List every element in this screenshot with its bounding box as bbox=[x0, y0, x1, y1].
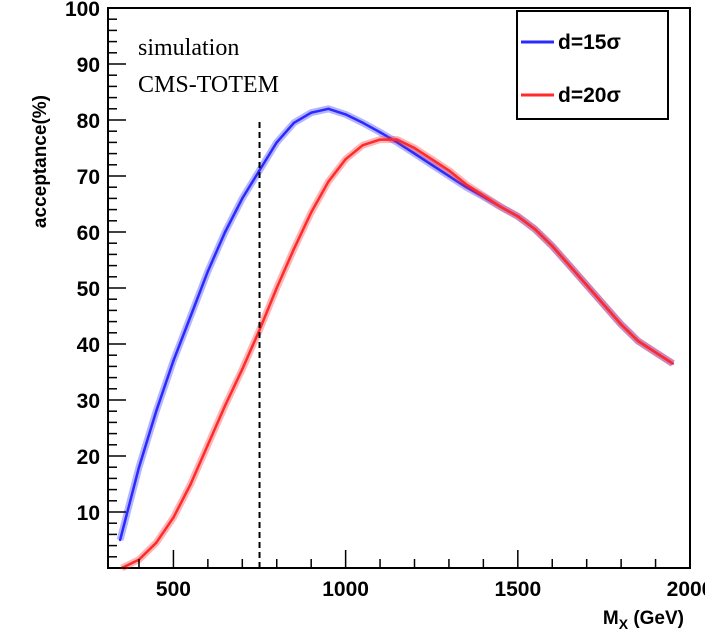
data-point-d20 bbox=[516, 215, 520, 218]
x-axis-title-unit: (GeV) bbox=[628, 608, 684, 629]
data-point-d15 bbox=[206, 270, 210, 273]
y-tick-label: 70 bbox=[77, 166, 100, 189]
data-point-d20 bbox=[413, 146, 416, 150]
legend-label-d15: d=15σ bbox=[558, 31, 621, 54]
data-point-d15 bbox=[361, 121, 365, 125]
data-point-d20 bbox=[482, 194, 485, 197]
data-point-d15 bbox=[447, 174, 451, 178]
data-point-d20 bbox=[568, 264, 571, 267]
y-tick-label: 40 bbox=[77, 334, 100, 357]
data-point-d15 bbox=[309, 111, 313, 114]
data-point-d15 bbox=[241, 197, 244, 200]
data-point-d20 bbox=[602, 303, 606, 306]
data-point-d20 bbox=[619, 323, 623, 326]
legend-label-d20: d=20σ bbox=[558, 84, 621, 107]
data-point-d20 bbox=[430, 158, 433, 161]
data-point-d20 bbox=[464, 183, 468, 186]
data-point-d20 bbox=[551, 244, 554, 248]
series-line-d15 bbox=[118, 107, 674, 541]
x-tick-label: 2000 bbox=[667, 578, 705, 601]
y-tick-label: 60 bbox=[77, 222, 100, 245]
data-point-d20 bbox=[292, 247, 296, 250]
data-point-d20 bbox=[533, 228, 537, 231]
x-tick-label: 500 bbox=[156, 578, 191, 601]
data-point-d20 bbox=[344, 158, 347, 161]
data-point-d20 bbox=[499, 205, 502, 208]
series-layer bbox=[116, 105, 675, 572]
x-axis-title-main: M bbox=[603, 608, 619, 629]
y-tick-label: 80 bbox=[77, 110, 100, 133]
data-point-d20 bbox=[223, 404, 227, 407]
series-band-d20 bbox=[120, 136, 675, 572]
data-point-d20 bbox=[361, 144, 365, 147]
data-point-d15 bbox=[118, 538, 122, 542]
series-band-d15 bbox=[116, 105, 675, 541]
data-point-d15 bbox=[223, 230, 227, 234]
plot-area bbox=[107, 7, 691, 572]
data-point-d20 bbox=[378, 138, 382, 141]
y-tick-label: 50 bbox=[77, 278, 100, 301]
data-point-d20 bbox=[585, 284, 588, 287]
data-point-d15 bbox=[430, 163, 433, 166]
tick-labels: 500 1000 1500 2000 10 20 30 40 50 60 70 80 90 100 bbox=[65, 0, 705, 601]
data-point-d15 bbox=[258, 169, 261, 172]
ticks-layer bbox=[108, 7, 691, 569]
legend: d=15σ d=20σ bbox=[516, 10, 669, 120]
data-point-d20 bbox=[396, 138, 399, 141]
data-point-d15 bbox=[344, 113, 347, 116]
data-point-d15 bbox=[292, 121, 296, 125]
data-point-d15 bbox=[137, 466, 141, 469]
data-point-d15 bbox=[327, 107, 330, 111]
y-tick-label: 90 bbox=[77, 54, 100, 77]
annotation-simulation: simulation bbox=[138, 35, 239, 61]
series-line-d20 bbox=[121, 138, 674, 570]
data-point-d20 bbox=[327, 180, 330, 183]
data-point-d20 bbox=[258, 328, 261, 332]
data-point-d20 bbox=[275, 286, 278, 290]
data-point-d20 bbox=[309, 211, 313, 214]
data-point-d15 bbox=[189, 314, 192, 318]
x-tick-label: 1000 bbox=[322, 578, 369, 601]
data-point-d15 bbox=[172, 359, 175, 362]
data-point-d20 bbox=[447, 169, 451, 172]
y-tick-label: 20 bbox=[77, 446, 100, 469]
data-point-d15 bbox=[464, 186, 468, 189]
data-point-d15 bbox=[396, 141, 399, 144]
y-tick-label: 10 bbox=[77, 502, 100, 525]
x-axis-title: MX (GeV) bbox=[603, 608, 684, 632]
x-axis-title-sub: X bbox=[619, 616, 629, 632]
data-point-d20 bbox=[671, 362, 674, 365]
data-point-d20 bbox=[155, 541, 158, 544]
y-axis-title: acceptance(%) bbox=[30, 95, 51, 228]
y-tick-label: 30 bbox=[77, 390, 100, 413]
data-point-d20 bbox=[654, 351, 657, 354]
data-point-d15 bbox=[155, 410, 158, 413]
data-point-d20 bbox=[172, 516, 175, 519]
data-point-d15 bbox=[378, 131, 382, 134]
data-point-d20 bbox=[637, 340, 640, 343]
y-tick-label: 100 bbox=[65, 0, 100, 21]
data-point-d15 bbox=[275, 141, 278, 144]
data-point-d20 bbox=[189, 482, 192, 486]
annotation-cms-totem: CMS-TOTEM bbox=[138, 72, 279, 98]
legend-box bbox=[516, 10, 669, 120]
data-point-d20 bbox=[241, 368, 244, 371]
data-point-d20 bbox=[206, 443, 210, 446]
data-point-d15 bbox=[413, 152, 416, 155]
x-tick-label: 1500 bbox=[494, 578, 541, 601]
